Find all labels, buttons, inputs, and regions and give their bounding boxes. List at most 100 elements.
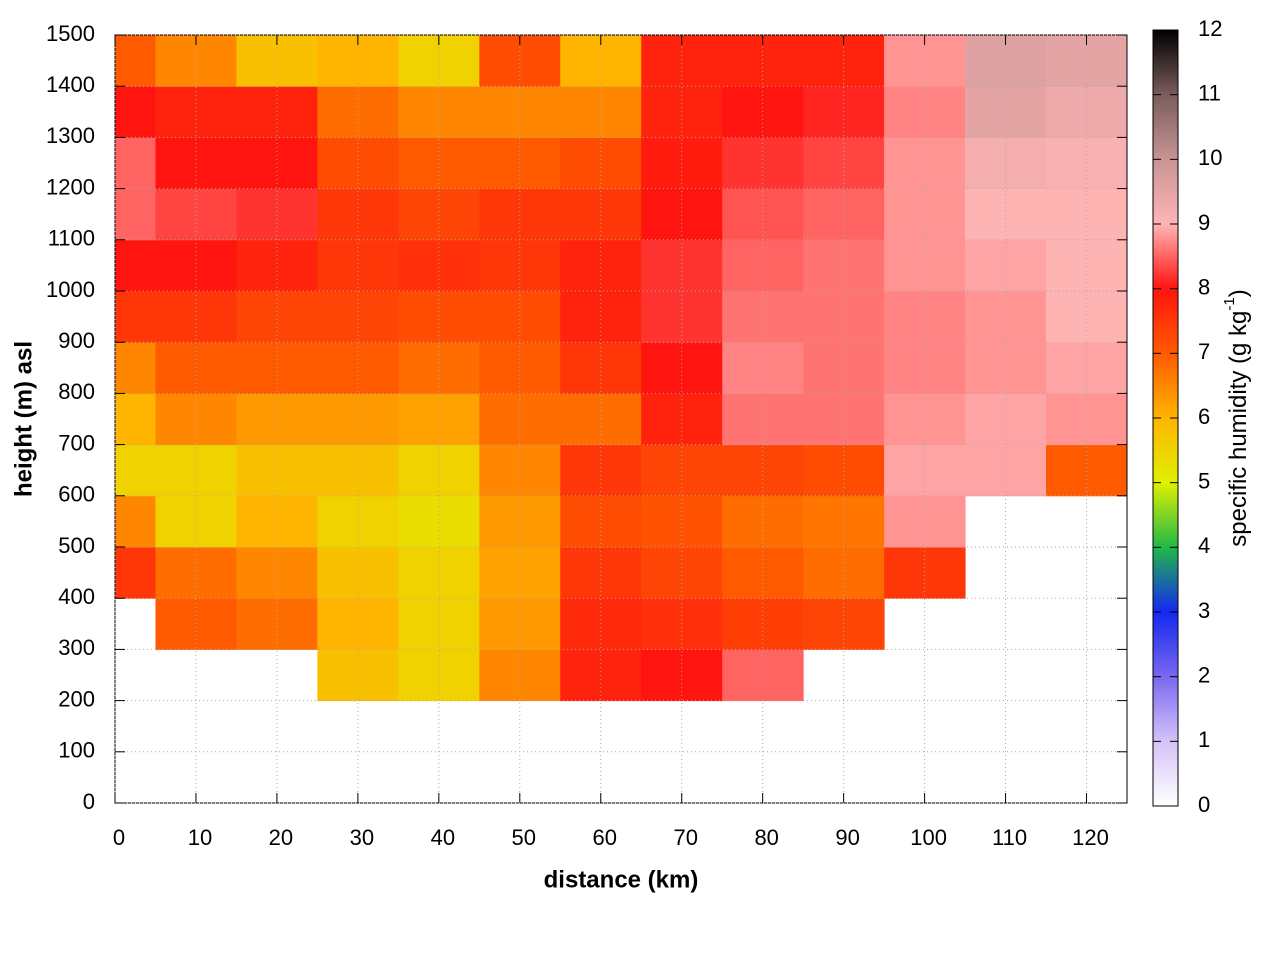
x-tick-label: 20 — [269, 825, 293, 850]
y-tick-label: 0 — [83, 789, 95, 814]
heatmap-cell — [884, 86, 966, 138]
x-tick-label: 90 — [835, 825, 859, 850]
heatmap-cell — [722, 291, 804, 343]
heatmap-cell — [722, 188, 804, 241]
heatmap-cell — [560, 547, 642, 599]
colorbar-tick-label: 10 — [1198, 145, 1222, 170]
colorbar-tick-label: 8 — [1198, 274, 1210, 299]
heatmap-cell — [317, 239, 399, 292]
y-tick-label: 500 — [58, 533, 95, 558]
heatmap-cell — [317, 188, 399, 241]
heatmap-cell — [722, 547, 804, 599]
heatmap-cell — [479, 342, 561, 394]
heatmap-cell — [884, 291, 966, 343]
heatmap-cell — [236, 598, 318, 650]
heatmap-cell — [398, 495, 480, 548]
heatmap-cell — [115, 35, 156, 87]
heatmap-cell — [560, 598, 642, 650]
heatmap-cell — [965, 291, 1047, 343]
heatmap-cell — [1046, 342, 1127, 394]
heatmap-cell — [722, 239, 804, 292]
heatmap-cell — [479, 598, 561, 650]
y-tick-label: 1400 — [46, 72, 95, 97]
heatmap-cell — [965, 86, 1047, 138]
y-tick-label: 1200 — [46, 174, 95, 199]
heatmap-cell — [965, 188, 1047, 241]
heatmap-cell — [479, 86, 561, 138]
heatmap-cell — [155, 547, 237, 599]
heatmap-cell — [803, 188, 885, 241]
heatmap-cell — [115, 188, 156, 241]
heatmap-cell — [641, 188, 723, 241]
heatmap-cell — [965, 444, 1047, 497]
heatmap-cell — [155, 291, 237, 343]
heatmap-cell — [398, 598, 480, 650]
heatmap-cell — [479, 291, 561, 343]
heatmap-cell — [803, 598, 885, 650]
heatmap-cell — [641, 86, 723, 138]
y-tick-label: 600 — [58, 482, 95, 507]
heatmap — [115, 35, 1127, 702]
heatmap-cell — [884, 188, 966, 241]
heatmap-cell — [803, 444, 885, 497]
x-tick-label: 60 — [593, 825, 617, 850]
heatmap-cell — [479, 239, 561, 292]
heatmap-cell — [236, 342, 318, 394]
y-tick-label: 1000 — [46, 277, 95, 302]
colorbar-label-text: specific humidity (g kg — [1225, 311, 1252, 547]
heatmap-cell — [560, 291, 642, 343]
y-tick-label: 100 — [58, 738, 95, 763]
heatmap-cell — [884, 342, 966, 394]
heatmap-cell — [115, 393, 156, 446]
heatmap-cell — [803, 547, 885, 599]
colorbar-tick-label: 2 — [1198, 662, 1210, 687]
heatmap-cell — [560, 86, 642, 138]
heatmap-cell — [115, 444, 156, 497]
heatmap-cell — [115, 291, 156, 343]
x-tick-label: 100 — [910, 825, 947, 850]
colorbar-tick-label: 5 — [1198, 468, 1210, 493]
heatmap-cell — [317, 495, 399, 548]
x-tick-label: 80 — [754, 825, 778, 850]
x-tick-label: 30 — [350, 825, 374, 850]
heatmap-cell — [236, 495, 318, 548]
colorbar-tick-label: 7 — [1198, 339, 1210, 364]
heatmap-cell — [236, 547, 318, 599]
heatmap-cell — [115, 239, 156, 292]
heatmap-cell — [479, 444, 561, 497]
y-tick-label: 900 — [58, 328, 95, 353]
heatmap-cell — [155, 598, 237, 650]
heatmap-cell — [1046, 239, 1127, 292]
heatmap-cell — [317, 598, 399, 650]
heatmap-cell — [479, 547, 561, 599]
y-tick-label: 1500 — [46, 21, 95, 46]
heatmap-cell — [115, 495, 156, 548]
y-tick-label: 800 — [58, 379, 95, 404]
colorbar-tick-label: 3 — [1198, 598, 1210, 623]
heatmap-cell — [479, 495, 561, 548]
y-tick-label: 400 — [58, 584, 95, 609]
heatmap-cell — [722, 598, 804, 650]
heatmap-cell — [398, 86, 480, 138]
y-tick-label: 1100 — [48, 226, 95, 251]
colorbar-label-end: ) — [1225, 289, 1252, 297]
heatmap-cell — [236, 444, 318, 497]
x-tick-label: 0 — [113, 825, 125, 850]
heatmap-cell — [803, 342, 885, 394]
heatmap-cell — [560, 444, 642, 497]
heatmap-cell — [398, 547, 480, 599]
heatmap-cell — [803, 86, 885, 138]
heatmap-cell — [722, 444, 804, 497]
heatmap-cell — [155, 86, 237, 138]
heatmap-cell — [722, 342, 804, 394]
heatmap-cell — [115, 137, 156, 190]
heatmap-cell — [236, 239, 318, 292]
heatmap-cell — [641, 495, 723, 548]
heatmap-cell — [115, 342, 156, 394]
heatmap-cell — [398, 444, 480, 497]
heatmap-cell — [398, 291, 480, 343]
heatmap-cell — [398, 239, 480, 292]
x-tick-label: 10 — [188, 825, 212, 850]
heatmap-cell — [641, 291, 723, 343]
heatmap-cell — [884, 239, 966, 292]
